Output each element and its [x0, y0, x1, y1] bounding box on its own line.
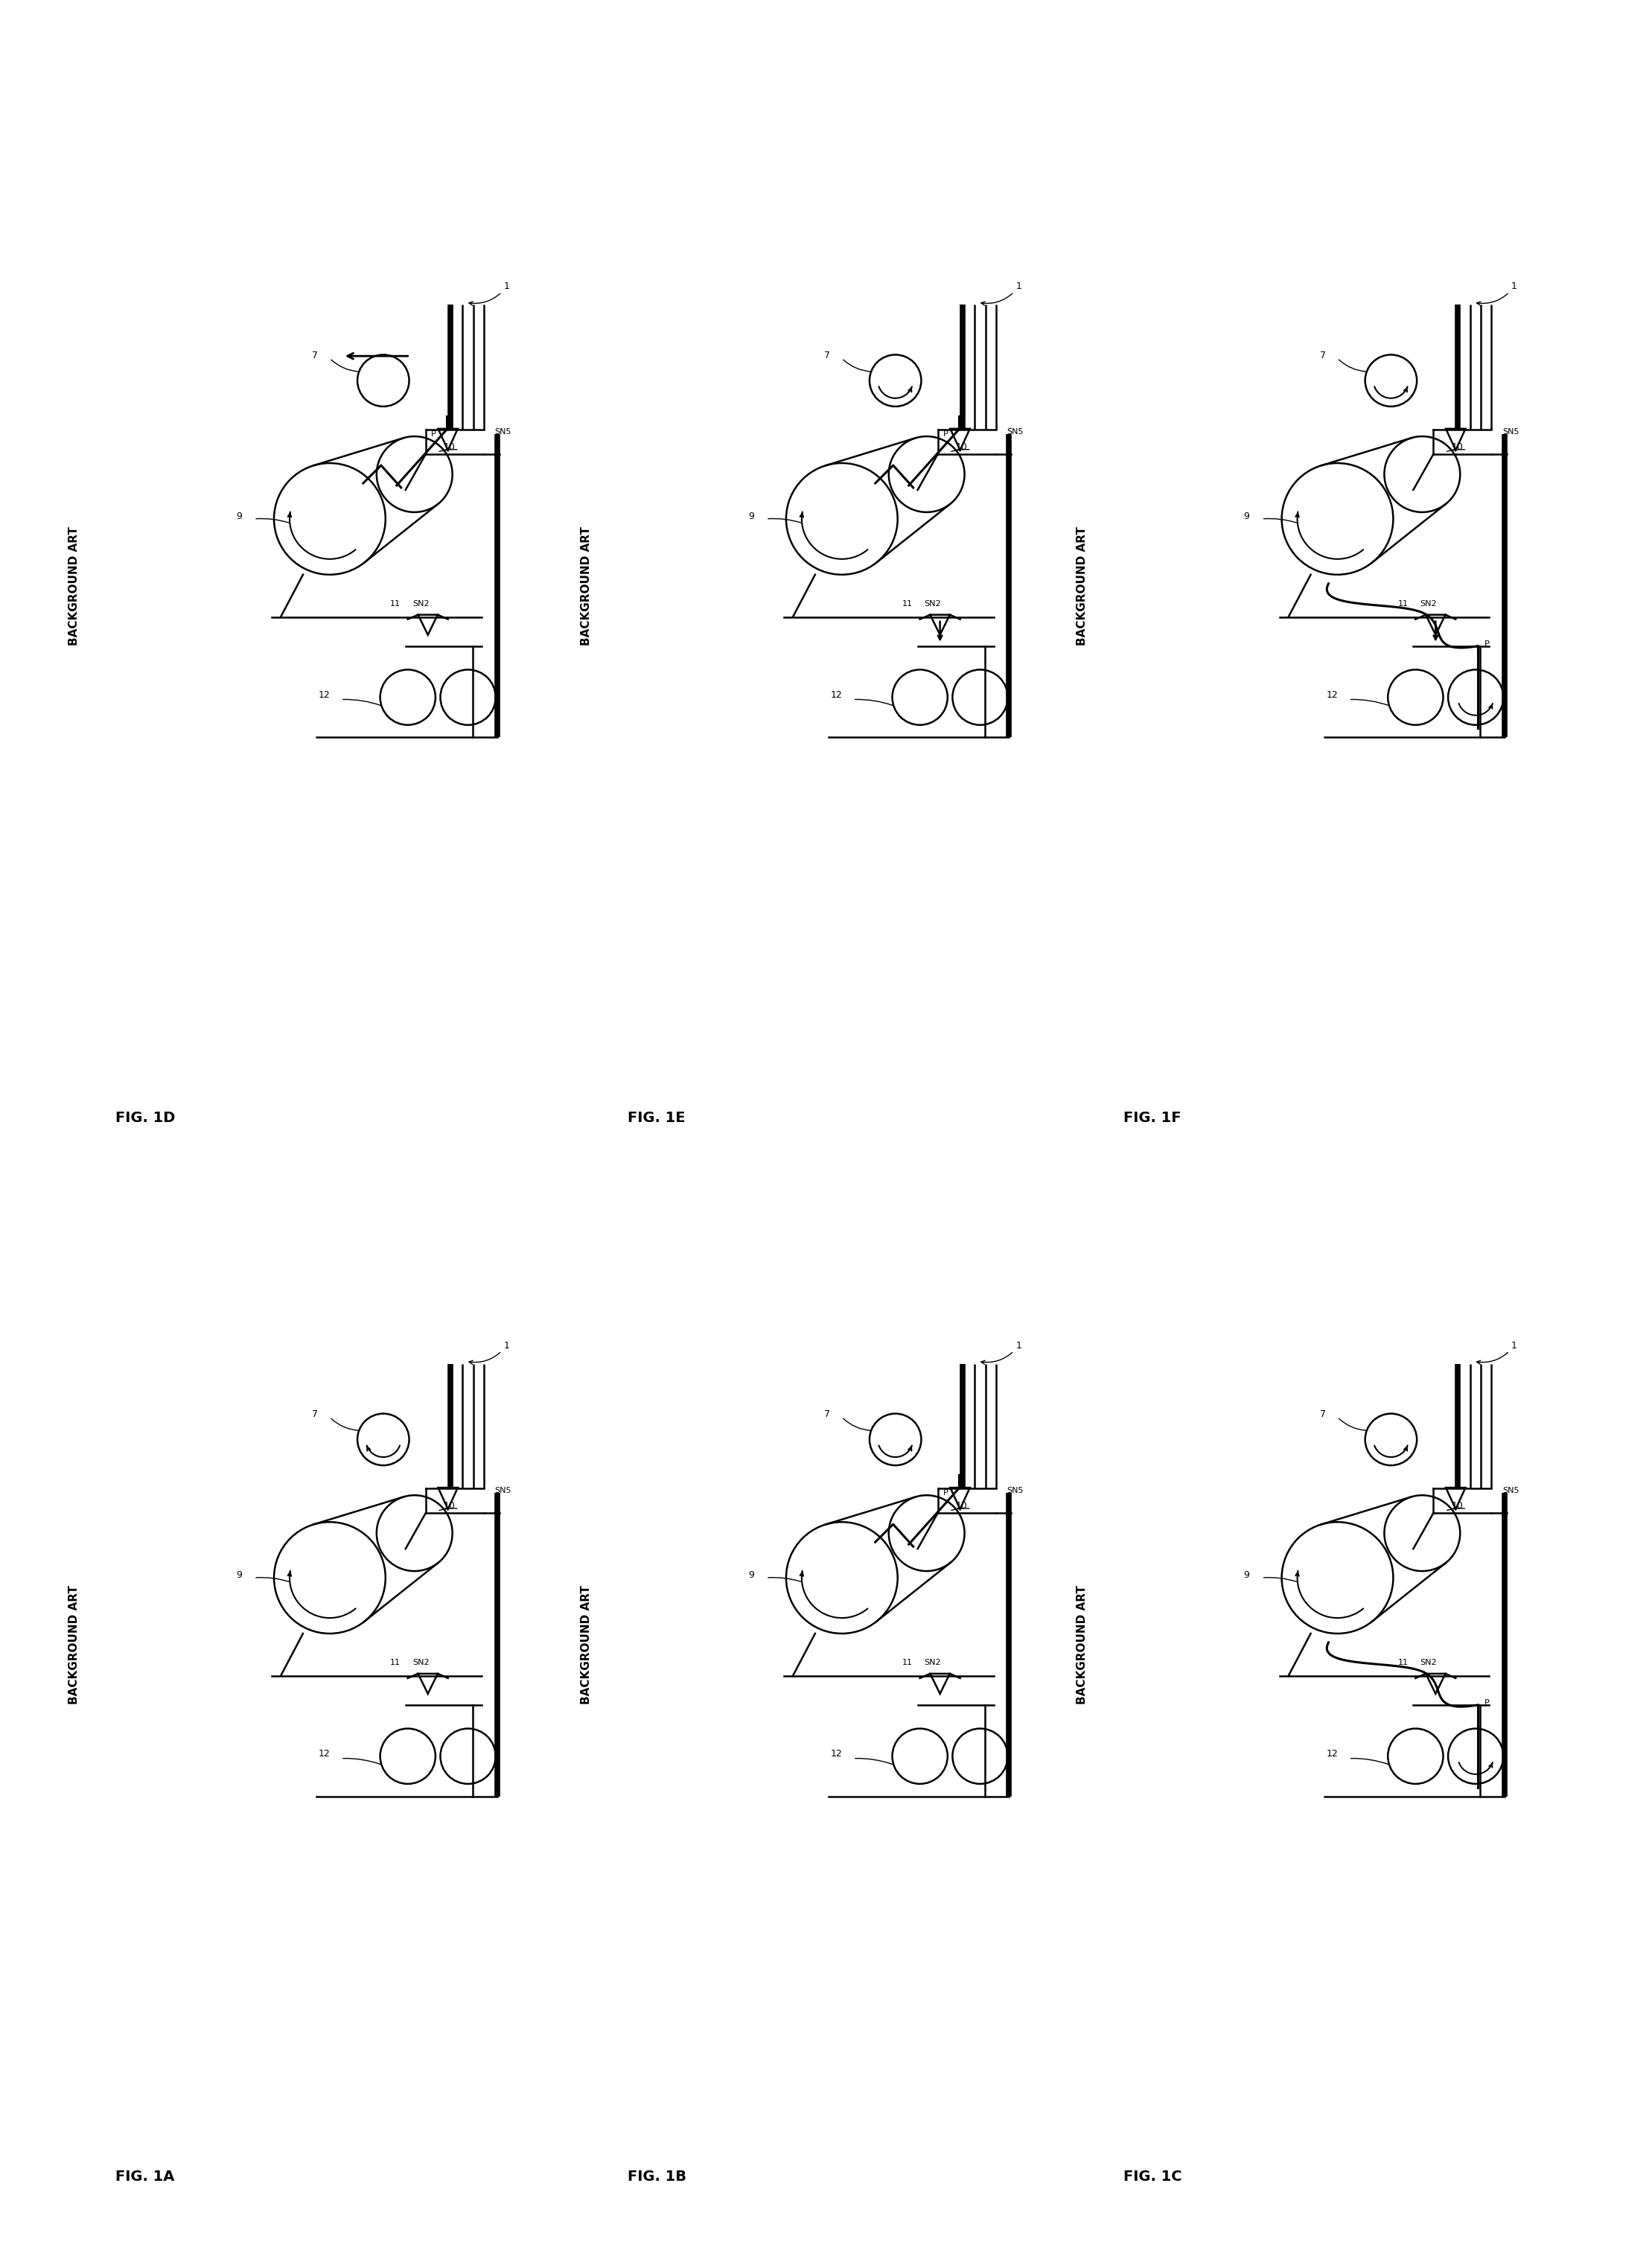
Text: SN2: SN2	[925, 1658, 942, 1667]
Text: 7: 7	[312, 1410, 317, 1419]
Text: 7: 7	[312, 351, 317, 360]
Text: 11: 11	[902, 1658, 912, 1667]
Text: P: P	[1485, 1699, 1490, 1706]
Text: P: P	[943, 430, 948, 437]
Text: 11: 11	[1398, 1658, 1408, 1667]
Text: FIG. 1B: FIG. 1B	[628, 2170, 687, 2183]
Text: FIG. 1D: FIG. 1D	[116, 1111, 175, 1124]
Text: 7: 7	[1320, 1410, 1325, 1419]
Text: 9: 9	[748, 511, 753, 520]
Text: FIG. 1C: FIG. 1C	[1123, 2170, 1181, 2183]
Text: 10: 10	[443, 442, 456, 453]
Text: 10: 10	[955, 442, 968, 453]
Text: 1: 1	[469, 282, 509, 306]
Text: 9: 9	[236, 1570, 241, 1579]
Text: 7: 7	[824, 1410, 829, 1419]
Text: FIG. 1E: FIG. 1E	[628, 1111, 686, 1124]
Text: 9: 9	[748, 1570, 753, 1579]
Text: SN5: SN5	[496, 1487, 512, 1494]
Text: 1: 1	[469, 1341, 509, 1365]
Text: 1: 1	[981, 282, 1021, 306]
Text: 11: 11	[390, 599, 400, 608]
Text: 10: 10	[1450, 1500, 1464, 1512]
Text: 10: 10	[1450, 442, 1464, 453]
Text: BACKGROUND ART: BACKGROUND ART	[582, 527, 591, 644]
Text: SN5: SN5	[1503, 428, 1520, 435]
Text: SN2: SN2	[413, 599, 430, 608]
Text: BACKGROUND ART: BACKGROUND ART	[69, 1586, 79, 1703]
Text: BACKGROUND ART: BACKGROUND ART	[1077, 1586, 1087, 1703]
Text: P: P	[943, 1489, 948, 1496]
Text: FIG. 1F: FIG. 1F	[1123, 1111, 1181, 1124]
Text: 7: 7	[1320, 351, 1325, 360]
Text: 1: 1	[981, 1341, 1021, 1365]
Text: 11: 11	[390, 1658, 400, 1667]
Text: SN2: SN2	[1421, 1658, 1437, 1667]
Text: 12: 12	[319, 689, 330, 698]
Text: BACKGROUND ART: BACKGROUND ART	[1077, 527, 1087, 644]
Text: P: P	[1485, 640, 1490, 647]
Text: 12: 12	[831, 689, 843, 698]
Text: FIG. 1A: FIG. 1A	[116, 2170, 175, 2183]
Text: 11: 11	[902, 599, 912, 608]
Text: 1: 1	[1477, 1341, 1517, 1365]
Text: BACKGROUND ART: BACKGROUND ART	[582, 1586, 591, 1703]
Text: 12: 12	[1327, 1748, 1338, 1757]
Text: SN5: SN5	[1008, 1487, 1024, 1494]
Text: 12: 12	[319, 1748, 330, 1757]
Text: 1: 1	[1477, 282, 1517, 306]
Text: 10: 10	[955, 1500, 968, 1512]
Text: SN5: SN5	[1503, 1487, 1520, 1494]
Text: BACKGROUND ART: BACKGROUND ART	[69, 527, 79, 644]
Text: SN2: SN2	[1421, 599, 1437, 608]
Text: 9: 9	[1244, 1570, 1249, 1579]
Text: SN2: SN2	[413, 1658, 430, 1667]
Text: 9: 9	[1244, 511, 1249, 520]
Text: 11: 11	[1398, 599, 1408, 608]
Text: 12: 12	[831, 1748, 843, 1757]
Text: 9: 9	[236, 511, 241, 520]
Text: 7: 7	[824, 351, 829, 360]
Text: SN5: SN5	[496, 428, 512, 435]
Text: 12: 12	[1327, 689, 1338, 698]
Text: SN2: SN2	[925, 599, 942, 608]
Text: P: P	[431, 430, 436, 437]
Text: SN5: SN5	[1008, 428, 1024, 435]
Text: 10: 10	[443, 1500, 456, 1512]
